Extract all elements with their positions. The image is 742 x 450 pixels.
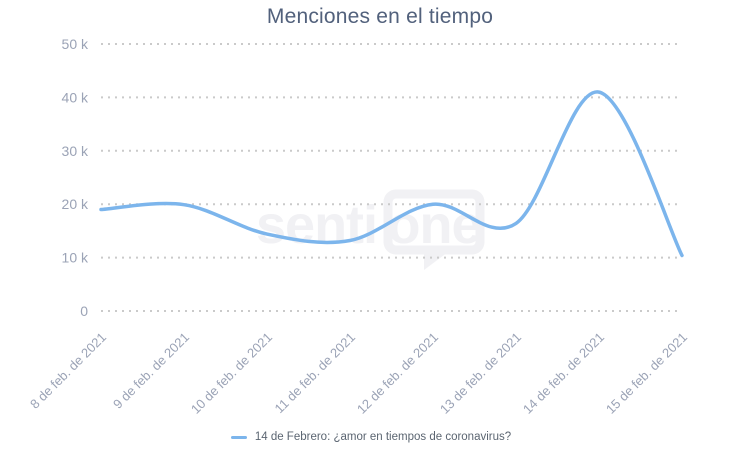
chart-title: Menciones en el tiempo (266, 5, 494, 28)
x-axis-label: 13 de feb. de 2021 (437, 330, 524, 417)
x-axis-label: 8 de feb. de 2021 (27, 330, 109, 412)
legend-line-marker (230, 435, 247, 439)
y-axis-label: 10 k (62, 250, 89, 266)
y-axis-label: 0 (80, 303, 88, 319)
y-axis-label: 40 k (62, 89, 89, 105)
x-axis-label: 14 de feb. de 2021 (520, 330, 607, 417)
x-axis-label: 15 de feb. de 2021 (603, 330, 690, 417)
x-axis-label: 10 de feb. de 2021 (188, 330, 275, 417)
series-line[interactable] (99, 90, 684, 258)
y-axis: 0 10 k 20 k 30 k 40 k 50 k (62, 36, 89, 319)
x-axis-label: 11 de feb. de 2021 (272, 330, 359, 417)
series-layer (99, 90, 684, 258)
y-axis-label: 30 k (62, 143, 89, 159)
x-axis-label: 9 de feb. de 2021 (110, 330, 192, 412)
legend[interactable]: 14 de Febrero: ¿amor en tiempos de coron… (0, 431, 742, 443)
x-axis-label: 12 de feb. de 2021 (354, 330, 441, 417)
watermark-bubble-tail (424, 252, 448, 270)
legend-label: 14 de Febrero: ¿amor en tiempos de coron… (254, 431, 512, 443)
y-axis-label: 50 k (62, 36, 89, 52)
grid-layer (101, 43, 682, 312)
watermark-text: senti (256, 195, 377, 255)
y-axis-label: 20 k (62, 196, 89, 212)
